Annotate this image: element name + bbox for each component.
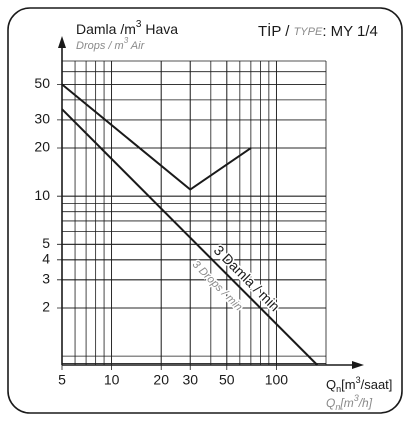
x-tick-label: 50	[219, 372, 235, 388]
type-label: TİP / TYPE: MY 1/4	[258, 22, 378, 40]
grid	[57, 60, 327, 370]
y-arrow	[58, 36, 66, 48]
data-line	[61, 108, 318, 366]
frame	[7, 7, 403, 414]
y-tick-label: 5	[42, 235, 50, 251]
x-tick-label: 30	[182, 372, 198, 388]
x-label-en: Qn[m3/h]	[326, 393, 373, 412]
y-tick-label: 50	[34, 75, 50, 91]
x-tick-label: 5	[58, 372, 66, 388]
annotation: 3 Damla / min	[211, 242, 283, 314]
y-tick-label: 2	[42, 299, 50, 315]
y-tick-label: 4	[42, 251, 50, 267]
data-line	[61, 83, 252, 191]
x-tick-label: 10	[104, 372, 120, 388]
y-tick-label: 20	[34, 139, 50, 155]
x-tick-label: 20	[153, 372, 169, 388]
y-tick-label: 30	[34, 111, 50, 127]
y-tick-label: 3	[42, 271, 50, 287]
x-arrow	[352, 361, 364, 369]
y-label-en: Drops / m3 Air	[76, 36, 146, 52]
y-tick-label: 10	[34, 187, 50, 203]
y-label: Damla /m3 Hava	[76, 19, 178, 37]
x-label: Qn[m3/saat]	[326, 375, 392, 394]
x-tick-label: 100	[265, 372, 289, 388]
